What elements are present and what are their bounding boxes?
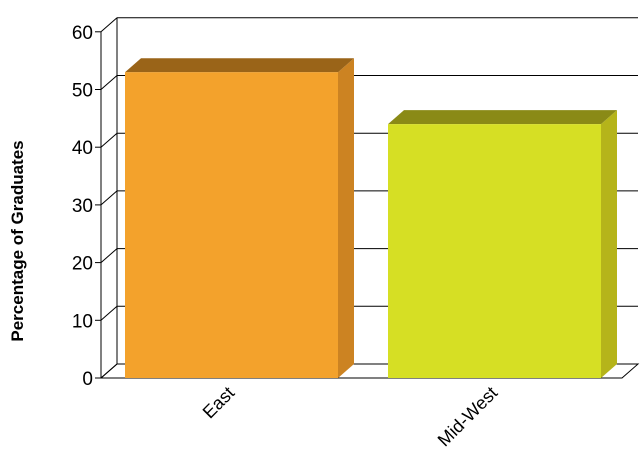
bar-east	[125, 72, 338, 378]
bar-top	[125, 58, 354, 73]
gridline-depth	[100, 132, 118, 148]
x-category-label: Mid-West	[434, 383, 502, 451]
y-tick-label: 10	[72, 311, 93, 332]
gridline-depth	[100, 248, 118, 263]
bars	[125, 58, 617, 379]
bar-side	[601, 110, 617, 379]
y-tick-label: 30	[72, 196, 93, 217]
y-tick-label: 50	[72, 81, 93, 102]
gridline-depth	[100, 190, 118, 206]
y-tick-label: 60	[72, 23, 93, 44]
y-tick-label: 20	[72, 254, 93, 275]
gridline-depth	[100, 305, 118, 321]
gridline-depth	[100, 75, 118, 90]
gridline-depth	[100, 17, 118, 33]
bar-top	[388, 110, 617, 125]
y-tick-label: 40	[72, 138, 93, 159]
y-axis-label: Percentage of Graduates	[8, 140, 27, 341]
x-category-label: East	[199, 383, 239, 423]
bar-mid-west	[388, 124, 601, 379]
bar-side	[338, 58, 354, 378]
y-tick-label: 0	[82, 369, 93, 390]
